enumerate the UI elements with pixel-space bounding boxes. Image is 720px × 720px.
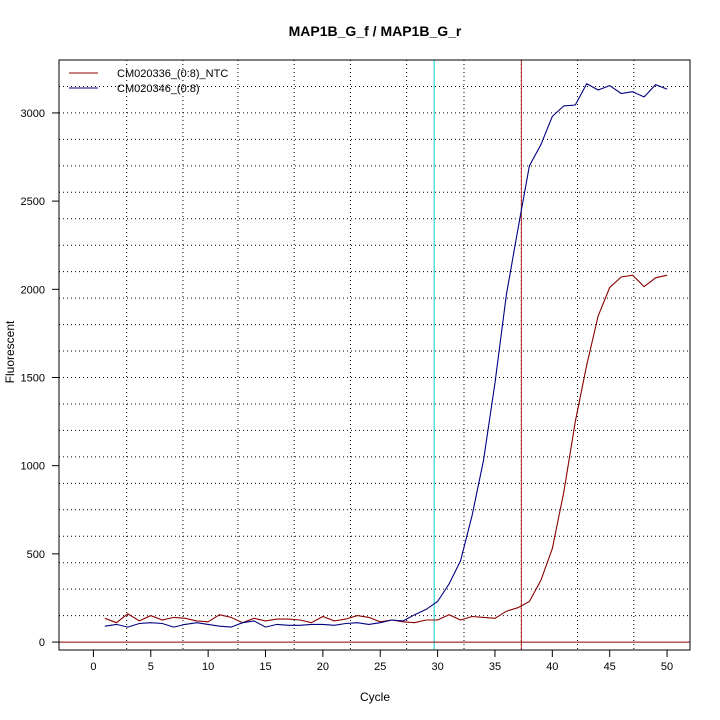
x-axis-label: Cycle [360, 690, 390, 704]
legend: CM020336_(0:8)_NTC CM020346_(0:8) [69, 68, 228, 95]
y-tick-label: 0 [39, 637, 45, 649]
y-tick-label: 1500 [21, 372, 45, 384]
y-tick-label: 2500 [21, 196, 45, 208]
cycle-markers [433, 60, 522, 650]
plot-frame [58, 59, 691, 651]
x-tick-label: 5 [148, 661, 154, 673]
y-tick-label: 500 [27, 549, 45, 561]
y-axis: 0 500 1000 1500 2000 2500 3000 [21, 108, 59, 649]
x-tick-label: 45 [604, 661, 616, 673]
y-axis-label: Fluorescent [3, 320, 17, 383]
x-tick-label: 15 [259, 661, 271, 673]
x-axis: 0 5 10 15 20 25 30 35 40 45 50 [90, 650, 673, 673]
y-tick-label: 3000 [21, 108, 45, 120]
x-tick-label: 25 [374, 661, 386, 673]
x-tick-label: 40 [546, 661, 558, 673]
x-tick-label: 30 [431, 661, 443, 673]
legend-label-ntc: CM020336_(0:8)_NTC [117, 68, 228, 80]
y-tick-label: 1000 [21, 461, 45, 473]
legend-label-sample: CM020346_(0:8) [117, 83, 200, 95]
y-tick-label: 2000 [21, 284, 45, 296]
series-line-1 [104, 83, 668, 628]
chart-title: MAP1B_G_f / MAP1B_G_r [289, 23, 462, 39]
x-tick-label: 10 [202, 661, 214, 673]
x-tick-label: 35 [489, 661, 501, 673]
series-lines [104, 83, 668, 628]
x-tick-label: 0 [90, 661, 96, 673]
x-tick-label: 20 [317, 661, 329, 673]
x-tick-label: 50 [661, 661, 673, 673]
